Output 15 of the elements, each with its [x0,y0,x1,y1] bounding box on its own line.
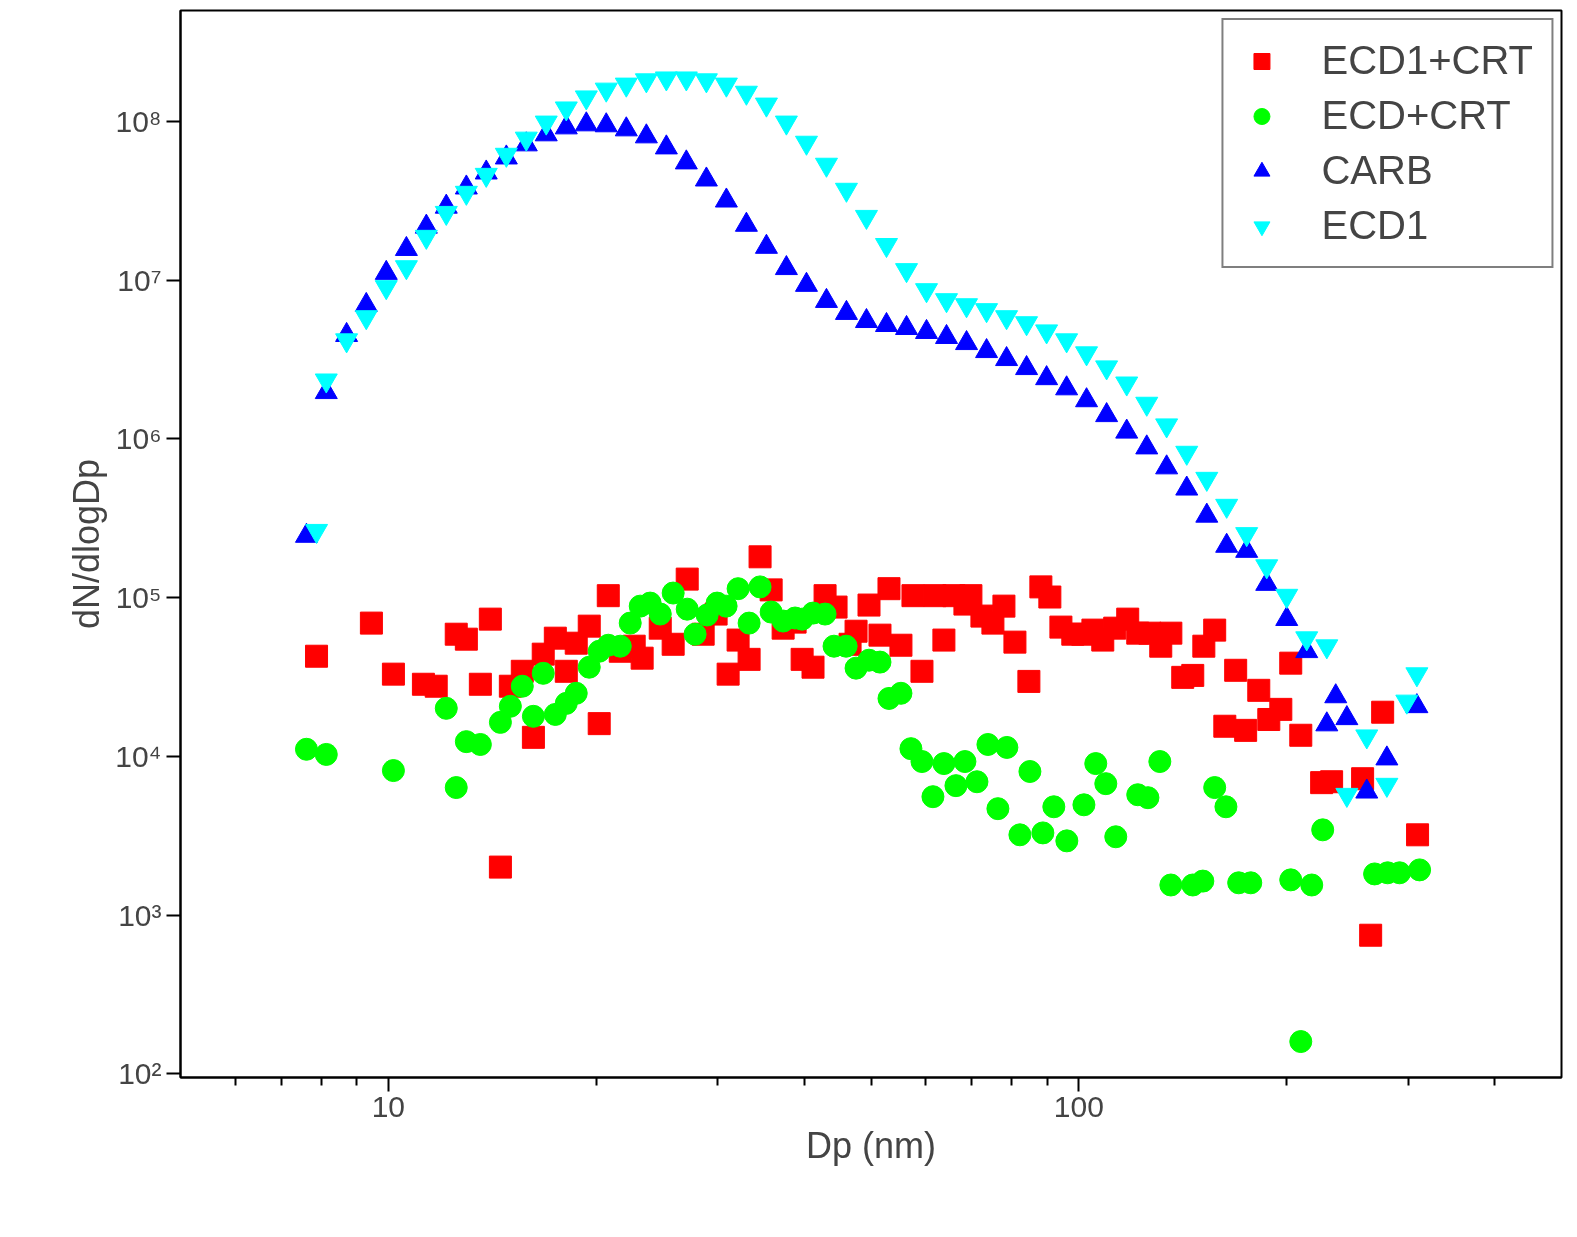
x-axis-title: Dp (nm) [806,1124,937,1166]
x-tick-label: 10 [371,1089,406,1123]
legend-label: ECD+CRT [1321,93,1511,138]
legend-label: CARB [1321,148,1433,193]
y-tick-label: 10² [118,1057,162,1091]
y-tick-label: 10⁸ [115,104,162,138]
y-tick-label: 10⁴ [115,739,162,773]
y-tick-label: 10⁷ [117,263,162,297]
y-tick-label: 10³ [118,898,162,932]
y-axis-title: dN/dlogDp [66,458,108,630]
y-tick-label: 10⁶ [115,422,162,456]
y-tick-label: 10⁵ [115,581,162,615]
legend-label: ECD1 [1321,203,1429,248]
x-tick-label: 100 [1053,1089,1104,1123]
legend-label: ECD1+CRT [1321,38,1533,83]
